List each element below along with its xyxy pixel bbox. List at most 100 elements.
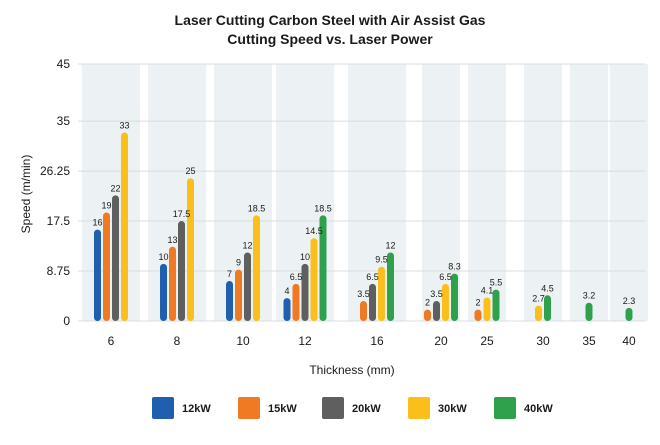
data-label: 4.5 xyxy=(541,283,554,293)
x-tick-label: 16 xyxy=(370,334,384,348)
bar-40kW-16 xyxy=(387,252,394,321)
bar-15kW-6 xyxy=(103,212,110,321)
bar-12kW-12 xyxy=(283,298,291,321)
legend-item-12kW: 12kW xyxy=(152,397,211,419)
category-band xyxy=(610,64,648,321)
data-label: 2 xyxy=(475,298,480,308)
data-label: 3.5 xyxy=(357,289,370,299)
y-tick-label: 35 xyxy=(57,114,71,128)
bar-40kW-40 xyxy=(625,307,633,321)
x-tick-label: 40 xyxy=(622,334,636,348)
bar-30kW-25 xyxy=(483,297,491,321)
data-label: 6.5 xyxy=(366,272,379,282)
bar-40kW-35 xyxy=(585,302,593,321)
data-label: 14.5 xyxy=(305,226,323,236)
category-band xyxy=(524,64,562,321)
bar-15kW-16 xyxy=(360,301,367,321)
data-label: 4 xyxy=(284,286,289,296)
data-label: 3.5 xyxy=(430,289,443,299)
x-tick-label: 8 xyxy=(174,334,181,348)
chart-subtitle: Cutting Speed vs. Laser Power xyxy=(227,31,433,47)
data-label: 3.2 xyxy=(583,291,596,301)
legend-item-40kW: 40kW xyxy=(494,397,553,419)
bar-20kW-12 xyxy=(301,263,309,321)
data-label: 22 xyxy=(110,183,120,193)
data-label: 6.5 xyxy=(439,272,452,282)
legend-swatch xyxy=(152,397,174,419)
x-tick-label: 10 xyxy=(236,334,250,348)
bar-20kW-20 xyxy=(433,301,440,321)
bar-15kW-12 xyxy=(292,283,300,321)
data-label: 25 xyxy=(185,166,195,176)
bar-20kW-10 xyxy=(244,252,251,321)
legend: 12kW 15kW 20kW 30kW 40kW xyxy=(152,397,553,419)
x-tick-label: 25 xyxy=(480,334,494,348)
data-label: 13 xyxy=(167,235,177,245)
data-label: 19 xyxy=(101,200,111,210)
bar-15kW-8 xyxy=(169,246,176,321)
data-label: 9 xyxy=(236,258,241,268)
x-tick-label: 30 xyxy=(536,334,550,348)
legend-label: 30kW xyxy=(438,403,467,415)
chart-title: Laser Cutting Carbon Steel with Air Assi… xyxy=(174,12,486,28)
bar-12kW-8 xyxy=(160,263,167,321)
x-axis-ticks: 6 8 10 12 16 20 25 30 35 40 xyxy=(108,334,636,348)
data-label: 2.3 xyxy=(623,296,636,306)
y-tick-label: 0 xyxy=(63,314,70,328)
bar-30kW-12 xyxy=(310,238,318,321)
data-label: 8.3 xyxy=(448,262,461,272)
category-band xyxy=(570,64,608,321)
y-axis-ticks: 0 8.75 17.5 26.25 35 45 xyxy=(40,57,70,328)
bar-40kW-12 xyxy=(319,215,327,321)
bar-30kW-30 xyxy=(535,305,542,321)
y-tick-label: 8.75 xyxy=(47,264,71,278)
data-label: 12 xyxy=(385,240,395,250)
bar-20kW-16 xyxy=(369,283,376,321)
data-label: 18.5 xyxy=(248,203,266,213)
category-band xyxy=(82,64,140,321)
bar-15kW-25 xyxy=(474,309,482,321)
legend-item-20kW: 20kW xyxy=(322,397,381,419)
x-tick-label: 12 xyxy=(298,334,312,348)
data-label: 6.5 xyxy=(290,272,303,282)
category-bands xyxy=(82,64,648,321)
x-tick-label: 35 xyxy=(582,334,596,348)
bars xyxy=(94,132,633,321)
category-band xyxy=(348,64,406,321)
x-tick-label: 6 xyxy=(108,334,115,348)
data-labels: 16192233101317.525791218.546.51014.518.5… xyxy=(92,121,635,308)
data-label: 2.7 xyxy=(532,294,545,304)
legend-swatch xyxy=(494,397,516,419)
y-tick-label: 17.5 xyxy=(47,214,71,228)
category-band xyxy=(214,64,272,321)
legend-label: 15kW xyxy=(268,403,297,415)
data-label: 17.5 xyxy=(173,209,191,219)
data-label: 9.5 xyxy=(375,255,388,265)
legend-label: 20kW xyxy=(352,403,381,415)
bar-12kW-6 xyxy=(94,229,101,321)
data-label: 33 xyxy=(119,121,129,131)
data-label: 5.5 xyxy=(490,278,503,288)
x-axis-title: Thickness (mm) xyxy=(309,363,394,377)
bar-30kW-16 xyxy=(378,266,385,321)
category-band xyxy=(148,64,206,321)
bar-40kW-20 xyxy=(451,273,458,321)
legend-swatch xyxy=(408,397,430,419)
y-axis-title: Speed (m/min) xyxy=(19,155,33,234)
legend-item-15kW: 15kW xyxy=(238,397,297,419)
legend-item-30kW: 30kW xyxy=(408,397,467,419)
data-label: 16 xyxy=(92,218,102,228)
bar-30kW-8 xyxy=(187,178,194,321)
bar-40kW-25 xyxy=(492,289,500,321)
legend-label: 12kW xyxy=(182,403,211,415)
bar-20kW-6 xyxy=(112,195,119,321)
bar-40kW-30 xyxy=(544,295,551,321)
bar-30kW-20 xyxy=(442,283,449,321)
legend-label: 40kW xyxy=(524,403,553,415)
legend-swatch xyxy=(238,397,260,419)
data-label: 18.5 xyxy=(314,203,332,213)
data-label: 4.1 xyxy=(481,286,494,296)
category-band xyxy=(468,64,506,321)
bar-30kW-10 xyxy=(253,215,260,321)
